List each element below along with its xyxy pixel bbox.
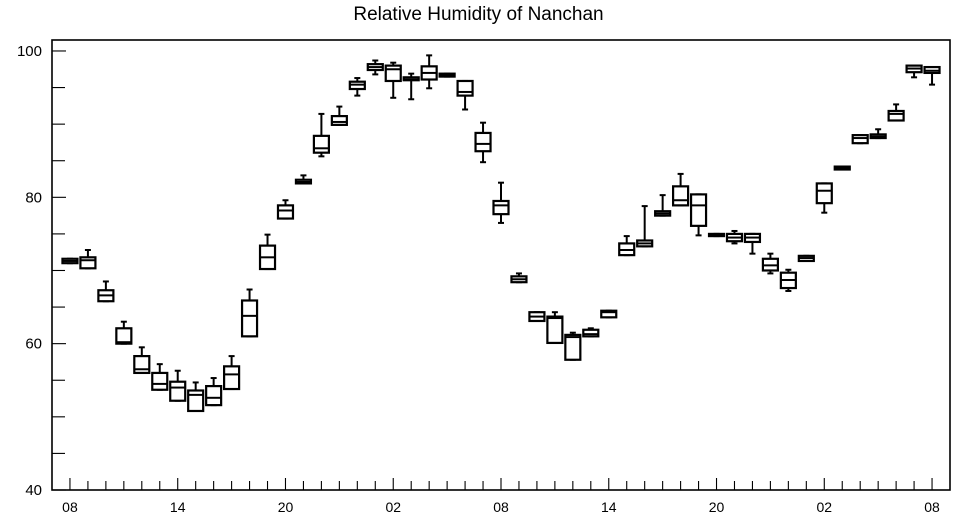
box-iqr — [456, 79, 474, 97]
box-plot — [618, 235, 636, 257]
x-tick-label: 02 — [385, 499, 401, 515]
box-plot — [761, 252, 780, 275]
box-iqr — [79, 256, 97, 270]
y-tick-label: 40 — [25, 482, 42, 499]
chart-title: Relative Humidity of Nanchan — [353, 4, 604, 25]
box-iqr — [887, 109, 905, 122]
box-plot — [312, 112, 330, 158]
box-plot — [887, 103, 905, 122]
box-plot — [240, 288, 259, 338]
box-plot — [151, 363, 169, 391]
box-plot — [366, 59, 384, 76]
box-iqr — [240, 299, 259, 338]
box-plot — [869, 128, 887, 140]
box-plot — [600, 309, 618, 319]
box-iqr — [169, 380, 187, 402]
box-plot — [223, 355, 241, 391]
box-plot — [707, 232, 726, 238]
box-iqr — [564, 333, 582, 361]
x-tick-label: 14 — [170, 499, 186, 515]
box-plot — [402, 72, 420, 101]
box-iqr — [115, 327, 133, 345]
x-tick-label: 08 — [924, 499, 940, 515]
box-plot — [456, 79, 474, 111]
box-plot — [671, 172, 690, 207]
box-plot — [276, 199, 295, 220]
box-plot — [725, 229, 744, 245]
box-plot — [582, 327, 600, 338]
box-plot — [61, 257, 79, 265]
box-plot — [384, 61, 402, 99]
box-iqr — [205, 384, 223, 407]
box-plot — [654, 194, 672, 217]
box-plot — [205, 377, 223, 407]
box-plot — [420, 54, 438, 90]
x-tick-label: 20 — [709, 499, 725, 515]
box-plot — [115, 320, 133, 345]
box-iqr — [133, 354, 151, 375]
box-plot — [187, 381, 205, 413]
box-iqr — [689, 193, 708, 227]
box-plot — [905, 64, 923, 79]
box-plot — [851, 134, 869, 145]
box-iqr — [546, 315, 564, 345]
box-plot — [169, 369, 187, 402]
box-plot — [797, 254, 815, 263]
x-tick-label: 08 — [493, 499, 509, 515]
y-tick-label: 60 — [25, 336, 42, 353]
box-plot — [743, 232, 762, 255]
x-tick-label: 02 — [816, 499, 832, 515]
box-plot — [438, 72, 456, 78]
box-plot — [815, 182, 833, 214]
box-iqr — [384, 64, 402, 83]
box-plot — [474, 121, 492, 164]
box-iqr — [474, 131, 492, 153]
box-iqr — [492, 199, 510, 216]
box-plot — [492, 181, 510, 224]
box-plot — [97, 280, 115, 303]
box-plot — [510, 272, 528, 284]
box-plot — [294, 174, 313, 185]
x-tick-label: 08 — [62, 499, 78, 515]
box-iqr — [223, 365, 241, 391]
box-iqr — [582, 328, 600, 338]
box-iqr — [815, 182, 833, 205]
box-plot — [258, 233, 277, 271]
box-plot — [348, 77, 366, 97]
box-iqr — [276, 204, 295, 220]
box-plot — [689, 193, 708, 237]
box-iqr — [330, 114, 348, 126]
x-tick-label: 14 — [601, 499, 617, 515]
box-plot — [79, 249, 97, 270]
box-plot — [636, 205, 654, 248]
box-iqr — [600, 309, 618, 319]
y-tick-label: 100 — [17, 43, 42, 60]
box-plot — [564, 331, 582, 361]
x-tick-label: 20 — [278, 499, 294, 515]
box-plot — [923, 65, 941, 86]
box-iqr — [151, 371, 169, 391]
box-plot — [330, 105, 348, 126]
box-iqr — [312, 134, 330, 154]
box-iqr — [671, 185, 690, 207]
box-plot — [779, 268, 797, 292]
box-plot — [546, 311, 564, 345]
y-tick-label: 80 — [25, 189, 42, 206]
box-plot — [833, 165, 851, 171]
plot-frame — [51, 39, 951, 491]
box-iqr — [851, 134, 869, 145]
box-plot — [133, 346, 151, 375]
box-plot — [528, 311, 546, 323]
box-iqr — [187, 389, 205, 413]
